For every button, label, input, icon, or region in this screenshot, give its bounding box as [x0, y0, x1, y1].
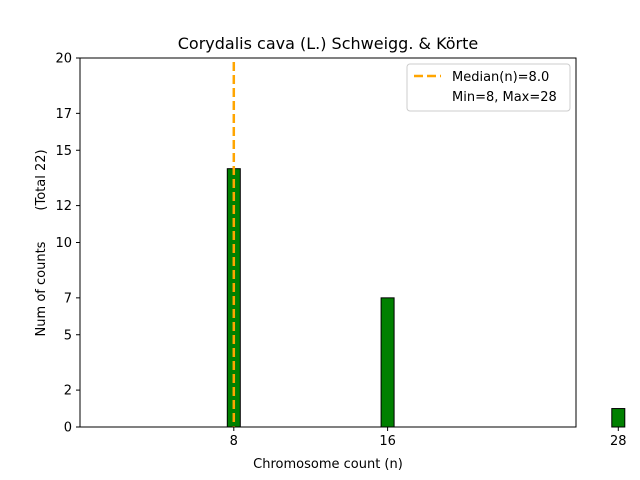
legend-entry-range: Min=8, Max=28	[452, 90, 557, 105]
y-tick-label: 15	[55, 144, 72, 159]
y-tick-label: 10	[55, 236, 72, 251]
x-tick-label: 16	[379, 434, 396, 449]
y-axis-total-label: (Total 22)	[34, 149, 49, 210]
bar-16	[380, 297, 395, 428]
y-tick-label: 7	[64, 291, 72, 306]
y-axis-ticks: 0 2 5 7 10 12 15 17 20	[55, 52, 80, 436]
y-tick-label: 0	[64, 421, 72, 436]
x-tick-label: 8	[230, 434, 238, 449]
x-axis-ticks: 8 16 28	[230, 427, 627, 449]
y-tick-label: 17	[55, 107, 72, 122]
y-tick-label: 2	[64, 384, 72, 399]
x-tick-label: 28	[610, 434, 627, 449]
legend-box	[406, 63, 571, 112]
y-tick-label: 12	[55, 199, 72, 214]
chart-title: Corydalis cava (L.) Schweigg. & Körte	[178, 34, 479, 53]
y-tick-label: 20	[55, 52, 72, 67]
x-axis-label: Chromosome count (n)	[253, 457, 403, 472]
bar-28	[611, 408, 626, 428]
legend-entry-median: Median(n)=8.0	[452, 70, 549, 85]
y-tick-label: 5	[64, 328, 72, 343]
y-axis-label: Num of counts	[34, 241, 49, 336]
legend: Median(n)=8.0 Min=8, Max=28	[406, 63, 571, 112]
